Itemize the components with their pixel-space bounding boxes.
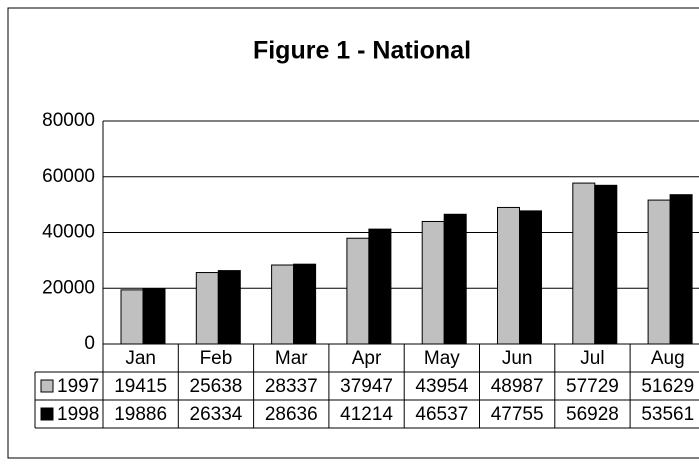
- bar: [497, 206, 520, 345]
- y-tick-label: 80000: [42, 110, 95, 131]
- table-cell: 41214: [340, 404, 393, 425]
- bar: [647, 199, 671, 345]
- bar: [195, 272, 219, 345]
- table-cell: 28636: [265, 404, 318, 425]
- legend-key: [40, 407, 54, 421]
- bar: [519, 210, 542, 345]
- x-tick-label: Jan: [125, 348, 156, 369]
- table-cell: 48987: [491, 376, 544, 397]
- table-cell: 56928: [566, 404, 619, 425]
- bar: [421, 220, 445, 345]
- bar: [443, 213, 467, 345]
- bar: [346, 237, 370, 345]
- table-cell: 28337: [265, 376, 318, 397]
- x-tick-label: Mar: [275, 348, 308, 369]
- table-cell: 51629: [641, 376, 694, 397]
- y-tick-label: 20000: [42, 277, 95, 298]
- table-cell: 43954: [415, 376, 468, 397]
- x-tick-label: May: [424, 348, 460, 369]
- x-tick-label: Feb: [200, 348, 233, 369]
- bar: [669, 194, 693, 345]
- bar: [217, 270, 241, 345]
- y-tick-label: 0: [84, 333, 95, 354]
- x-tick-label: Jun: [502, 348, 533, 369]
- table-cell: 26334: [190, 404, 243, 425]
- table-cell: 19886: [114, 404, 167, 425]
- legend-label: 1998: [57, 404, 99, 425]
- legend-label: 1997: [57, 376, 99, 397]
- bar: [271, 264, 295, 345]
- bar: [368, 228, 392, 345]
- legend-key: [40, 379, 54, 393]
- table-cell: 19415: [114, 376, 167, 397]
- y-tick-label: 60000: [42, 166, 95, 187]
- bar: [572, 182, 596, 345]
- bar: [120, 289, 144, 345]
- x-tick-label: Jul: [580, 348, 604, 369]
- table-cell: 53561: [641, 404, 694, 425]
- table-cell: 37947: [340, 376, 393, 397]
- table-cell: 46537: [415, 404, 468, 425]
- table-cell: 25638: [190, 376, 243, 397]
- bar: [293, 263, 317, 345]
- y-tick-label: 40000: [42, 222, 95, 243]
- x-tick-label: Apr: [352, 348, 382, 369]
- x-tick-label: Aug: [651, 348, 685, 369]
- table-cell: 57729: [566, 376, 619, 397]
- table-cell: 47755: [491, 404, 544, 425]
- bar: [142, 288, 166, 345]
- bar: [594, 184, 618, 345]
- chart-title: Figure 1 - National: [253, 37, 471, 65]
